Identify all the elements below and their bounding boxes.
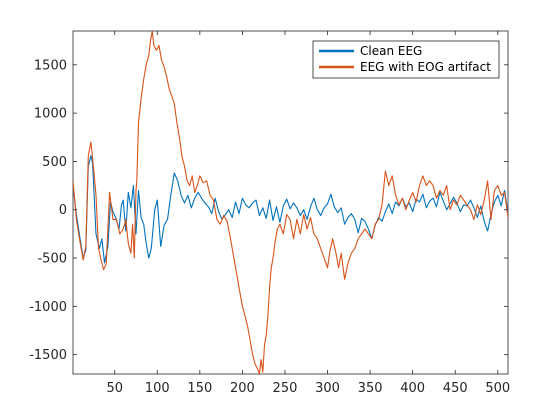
legend-entry-label: EEG with EOG artifact [360,60,491,74]
y-tick-label: 1500 [34,58,67,73]
axes-box [72,30,509,375]
x-tick-label: 50 [106,381,123,396]
plot-area: 50 100 150 200 250 300 350 400 450 500 -1500 -1000… [29,30,510,396]
x-tick-label: 100 [145,381,170,396]
y-tick-label: -500 [37,252,67,267]
x-tick-label: 350 [358,381,383,396]
y-tick-label: 500 [42,155,67,170]
x-tick-label: 150 [187,381,212,396]
x-tick-label: 500 [485,381,510,396]
x-tick-label: 450 [443,381,468,396]
x-tick-label: 300 [315,381,340,396]
x-tick-label: 400 [400,381,425,396]
legend-entry-label: Clean EEG [360,44,422,58]
y-tick-label: -1000 [29,300,67,315]
series-layer [73,31,508,374]
series-line-clean-eeg [73,155,508,264]
y-tick-label: 0 [59,203,67,218]
x-tick-label: 250 [273,381,298,396]
y-axis-ticks: -1500 -1000 -500 0 500 1000 1500 [29,58,508,363]
y-tick-label: -1500 [29,348,67,363]
legend-box [312,40,500,79]
x-axis-ticks: 50 100 150 200 250 300 350 400 450 500 [106,31,510,396]
x-tick-label: 200 [230,381,255,396]
series-line-eeg-with-eog-artifact [73,31,508,374]
y-tick-label: 1000 [34,107,67,122]
legend: Clean EEG EEG with EOG artifact [312,40,500,79]
